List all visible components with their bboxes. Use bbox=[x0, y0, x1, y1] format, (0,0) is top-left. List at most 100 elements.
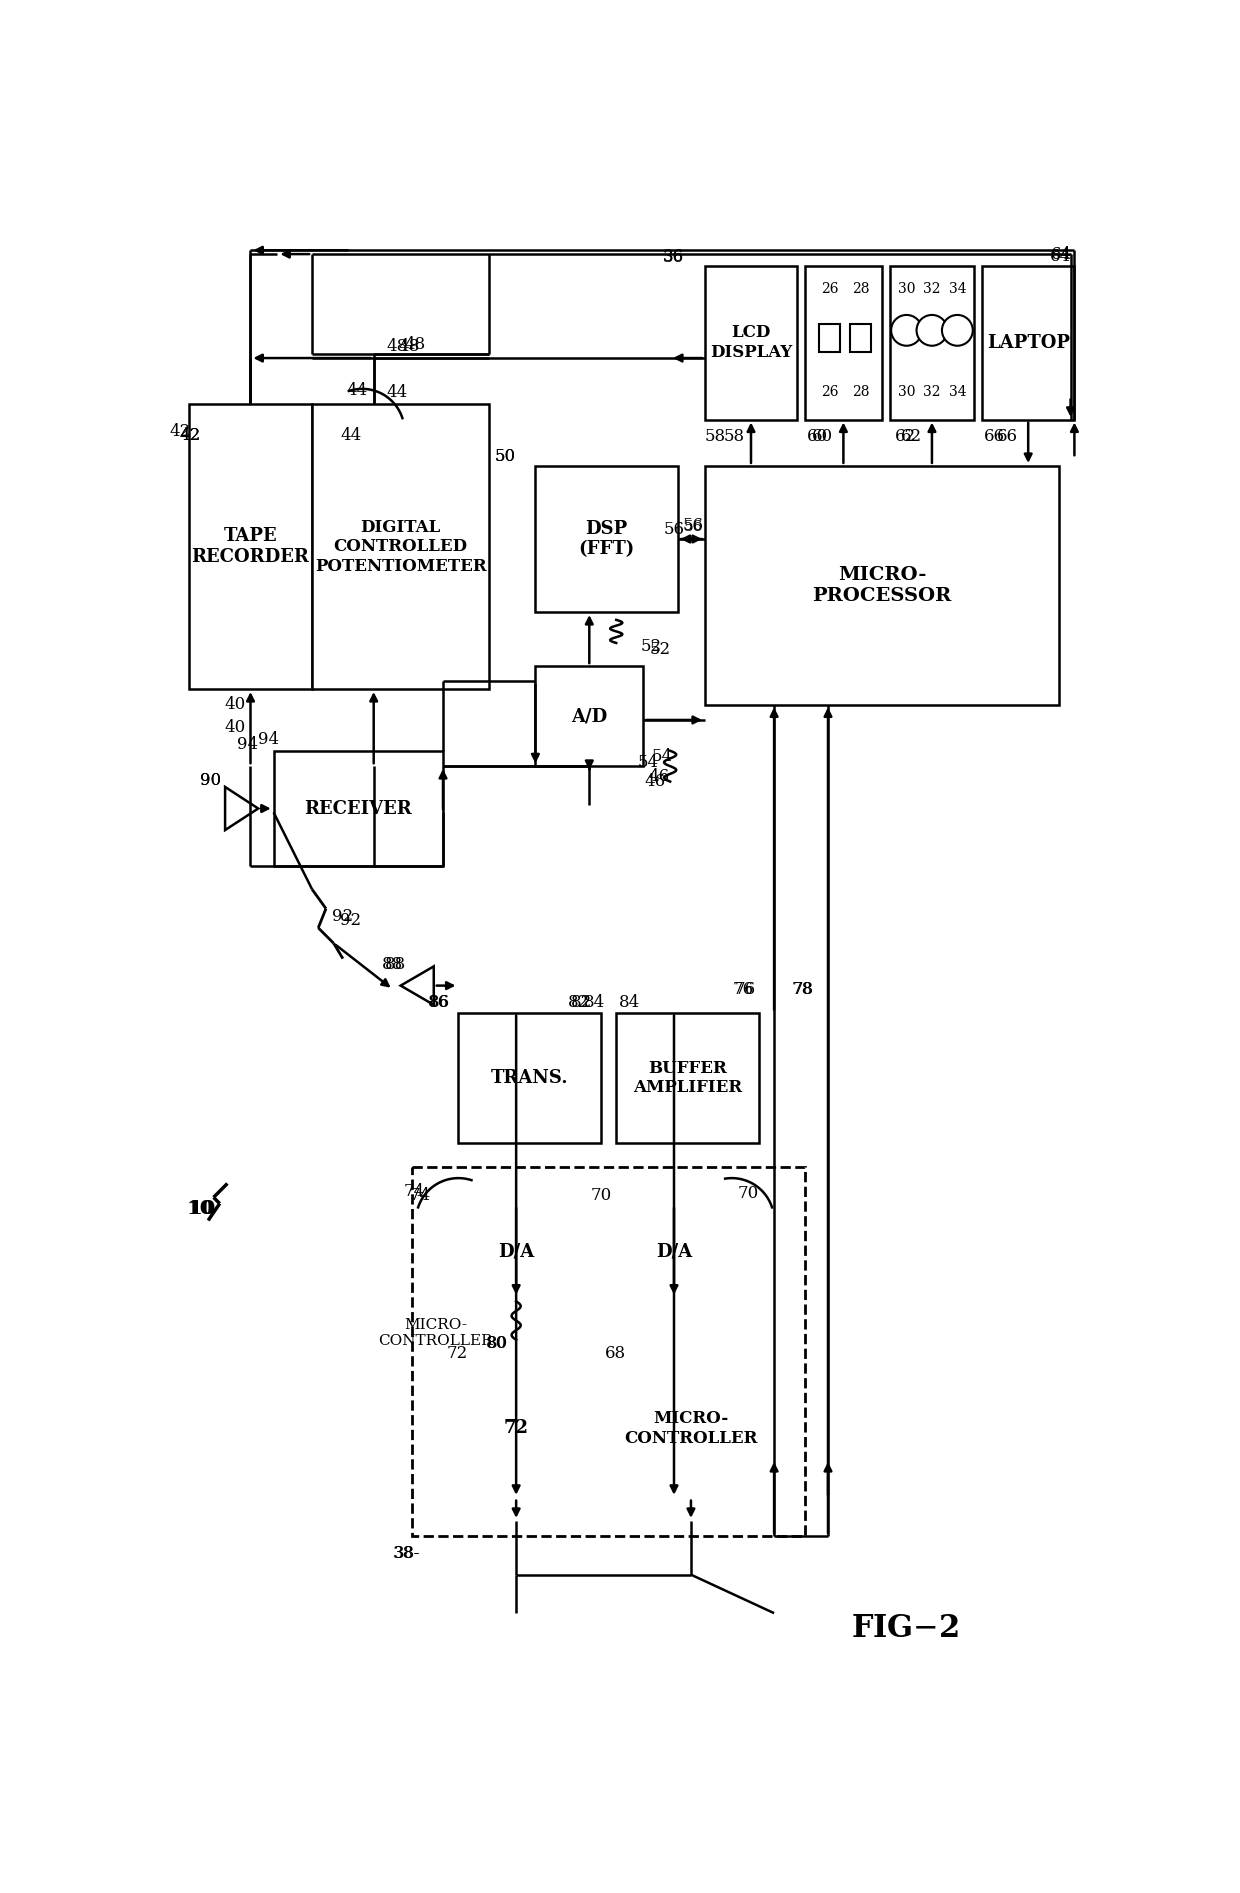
Bar bbox=[459, 1013, 601, 1143]
Text: 44: 44 bbox=[386, 384, 408, 401]
Bar bbox=[805, 265, 882, 420]
Text: 56: 56 bbox=[683, 521, 703, 534]
Text: 48: 48 bbox=[386, 339, 408, 356]
Text: 36: 36 bbox=[663, 248, 684, 265]
Text: 88: 88 bbox=[384, 956, 405, 973]
Bar bbox=[704, 466, 1059, 704]
Circle shape bbox=[892, 314, 923, 346]
Bar bbox=[312, 405, 490, 689]
Text: 62: 62 bbox=[900, 428, 921, 445]
Text: 52: 52 bbox=[640, 638, 661, 655]
Circle shape bbox=[916, 314, 947, 346]
Text: 64: 64 bbox=[1050, 248, 1071, 265]
Text: MICRO-
CONTROLLER: MICRO- CONTROLLER bbox=[378, 1318, 492, 1348]
Text: 32: 32 bbox=[924, 384, 941, 399]
Text: 54: 54 bbox=[637, 753, 658, 770]
Text: RECEIVER: RECEIVER bbox=[305, 799, 412, 818]
Text: 38-: 38- bbox=[394, 1545, 420, 1562]
Text: 92: 92 bbox=[332, 909, 353, 926]
Text: 30: 30 bbox=[898, 282, 915, 295]
Text: MICRO-
CONTROLLER: MICRO- CONTROLLER bbox=[625, 1410, 758, 1446]
Bar bbox=[818, 324, 841, 352]
Text: 56: 56 bbox=[663, 521, 684, 538]
Text: 74: 74 bbox=[409, 1187, 430, 1204]
Text: 46: 46 bbox=[649, 769, 670, 786]
Text: 56: 56 bbox=[683, 517, 704, 534]
Bar bbox=[616, 1013, 759, 1143]
Text: 30: 30 bbox=[898, 384, 915, 399]
Text: 54: 54 bbox=[652, 748, 673, 765]
Text: 36: 36 bbox=[663, 250, 684, 267]
Text: 42: 42 bbox=[180, 426, 201, 443]
Text: 82: 82 bbox=[568, 994, 589, 1011]
Bar bbox=[889, 265, 975, 420]
Text: 28: 28 bbox=[852, 384, 869, 399]
Text: 80: 80 bbox=[486, 1335, 507, 1352]
Text: 90: 90 bbox=[200, 772, 221, 789]
Text: LAPTOP: LAPTOP bbox=[987, 333, 1070, 352]
Text: D/A: D/A bbox=[656, 1242, 692, 1261]
Text: 10: 10 bbox=[188, 1200, 216, 1217]
Text: 94: 94 bbox=[258, 731, 279, 748]
Text: A/D: A/D bbox=[572, 708, 608, 725]
Text: 40: 40 bbox=[224, 697, 246, 714]
Text: 48: 48 bbox=[398, 339, 419, 356]
Text: 84: 84 bbox=[619, 994, 640, 1011]
Text: 26: 26 bbox=[821, 384, 838, 399]
Text: 86: 86 bbox=[429, 994, 450, 1011]
Text: 34: 34 bbox=[949, 282, 966, 295]
Text: 10: 10 bbox=[187, 1200, 215, 1217]
Text: 70: 70 bbox=[590, 1187, 611, 1204]
Text: 78: 78 bbox=[792, 981, 813, 998]
Text: 60: 60 bbox=[812, 428, 833, 445]
Text: 42: 42 bbox=[169, 422, 190, 439]
Text: 52: 52 bbox=[650, 640, 671, 657]
Text: 66: 66 bbox=[983, 428, 1004, 445]
Bar bbox=[704, 265, 797, 420]
Bar bbox=[536, 666, 644, 767]
Text: 28: 28 bbox=[852, 282, 869, 295]
Text: 86: 86 bbox=[428, 994, 449, 1011]
Text: 38-: 38- bbox=[393, 1545, 420, 1562]
Text: FIG$-$2: FIG$-$2 bbox=[851, 1613, 959, 1643]
Text: 44: 44 bbox=[346, 382, 367, 399]
Text: 90: 90 bbox=[200, 772, 221, 789]
Text: 66: 66 bbox=[997, 428, 1018, 445]
Bar bbox=[982, 265, 1074, 420]
Text: 68: 68 bbox=[605, 1346, 626, 1363]
Text: 84: 84 bbox=[584, 994, 605, 1011]
Text: 82: 82 bbox=[572, 994, 593, 1011]
Bar bbox=[536, 466, 678, 611]
Text: 72: 72 bbox=[503, 1420, 528, 1437]
Text: 74: 74 bbox=[404, 1183, 425, 1200]
Text: 62: 62 bbox=[895, 428, 916, 445]
Circle shape bbox=[942, 314, 972, 346]
Text: 58: 58 bbox=[723, 428, 745, 445]
Text: 50: 50 bbox=[495, 449, 516, 466]
Bar bbox=[616, 1206, 732, 1297]
Text: 72: 72 bbox=[446, 1346, 469, 1363]
Text: 88: 88 bbox=[382, 956, 403, 973]
Text: LCD
DISPLAY: LCD DISPLAY bbox=[709, 324, 792, 362]
Text: 94: 94 bbox=[237, 736, 258, 753]
Text: TRANS.: TRANS. bbox=[491, 1070, 568, 1087]
Text: TAPE
RECORDER: TAPE RECORDER bbox=[191, 528, 310, 566]
Text: 64: 64 bbox=[1052, 246, 1073, 263]
Text: DIGITAL
CONTROLLED
POTENTIOMETER: DIGITAL CONTROLLED POTENTIOMETER bbox=[315, 519, 486, 575]
Text: 46: 46 bbox=[645, 772, 666, 789]
Text: DSP
(FFT): DSP (FFT) bbox=[579, 519, 635, 558]
Text: 26: 26 bbox=[821, 282, 838, 295]
Text: 58: 58 bbox=[704, 428, 725, 445]
Text: MICRO-
PROCESSOR: MICRO- PROCESSOR bbox=[812, 566, 951, 604]
Text: 40: 40 bbox=[224, 719, 246, 736]
Text: 70: 70 bbox=[738, 1185, 759, 1202]
Text: 60: 60 bbox=[807, 428, 828, 445]
Text: 78: 78 bbox=[791, 981, 812, 998]
Text: 44: 44 bbox=[340, 426, 361, 443]
Text: 42: 42 bbox=[180, 426, 201, 443]
Text: 50: 50 bbox=[495, 449, 516, 466]
Bar bbox=[616, 1359, 766, 1497]
Text: D/A: D/A bbox=[498, 1242, 534, 1261]
Text: 32: 32 bbox=[924, 282, 941, 295]
Text: 48: 48 bbox=[404, 337, 425, 354]
